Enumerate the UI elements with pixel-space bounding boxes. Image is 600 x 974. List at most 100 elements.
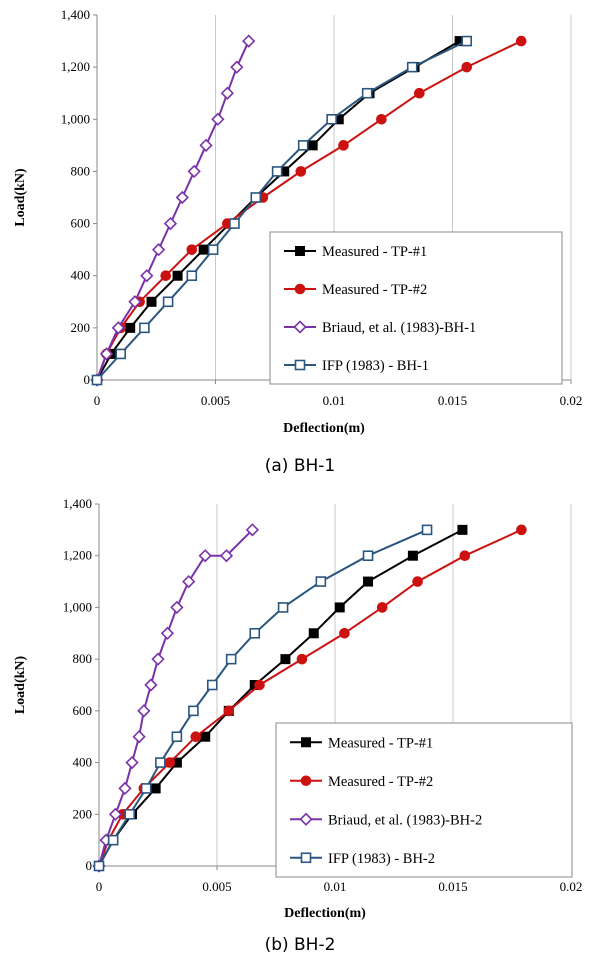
figure-caption: (b) BH-2 bbox=[265, 935, 336, 955]
x-tick-label: 0 bbox=[94, 393, 101, 408]
data-point bbox=[457, 524, 468, 535]
data-point bbox=[125, 755, 139, 770]
data-point bbox=[175, 190, 189, 205]
legend-marker bbox=[301, 737, 311, 748]
data-point bbox=[146, 296, 157, 307]
data-point bbox=[108, 807, 123, 821]
legend-label: Measured - TP-#1 bbox=[328, 735, 433, 751]
data-point bbox=[137, 704, 151, 718]
data-point bbox=[277, 602, 289, 613]
data-point bbox=[326, 113, 337, 125]
data-point bbox=[414, 87, 425, 99]
data-point bbox=[188, 705, 199, 717]
x-axis-title: Deflection(m) bbox=[283, 421, 365, 436]
y-tick-label: 1,000 bbox=[63, 599, 92, 614]
data-point bbox=[107, 834, 119, 846]
data-point bbox=[200, 731, 211, 742]
data-point bbox=[296, 653, 308, 665]
legend-marker bbox=[300, 852, 312, 864]
data-point bbox=[132, 730, 146, 744]
series-3 bbox=[90, 34, 256, 387]
y-tick-label: 1,400 bbox=[61, 7, 90, 22]
x-axis-title: Deflection(m) bbox=[284, 906, 366, 921]
data-point bbox=[144, 678, 158, 692]
x-tick-label: 0 bbox=[96, 879, 103, 894]
data-point bbox=[164, 757, 176, 768]
data-point bbox=[186, 270, 198, 282]
data-point bbox=[334, 602, 345, 613]
data-point bbox=[170, 600, 184, 615]
data-point bbox=[225, 653, 237, 665]
data-point bbox=[421, 524, 433, 536]
x-tick-label: 0.01 bbox=[324, 879, 347, 894]
data-point bbox=[459, 550, 471, 562]
data-point bbox=[160, 270, 172, 282]
x-tick-label: 0.005 bbox=[202, 879, 231, 894]
chart-bh2: 0 200 400 600 800 1,000 1,200 1,400 0 0.005 0.01 0.… bbox=[13, 496, 582, 955]
data-point bbox=[363, 576, 374, 587]
data-point bbox=[223, 705, 235, 717]
data-point bbox=[315, 576, 327, 587]
legend-marker bbox=[294, 359, 306, 371]
legend-marker bbox=[295, 246, 305, 256]
data-point bbox=[140, 783, 152, 794]
y-tick-label: 200 bbox=[73, 806, 93, 821]
data-point bbox=[249, 627, 261, 639]
data-point bbox=[412, 576, 423, 587]
legend: Measured - TP-#1 Measured - TP-#2 Briaud, … bbox=[275, 722, 573, 878]
data-point bbox=[219, 549, 234, 563]
legend-label: Measured - TP-#1 bbox=[322, 244, 427, 260]
data-point bbox=[187, 164, 201, 179]
legend-box bbox=[275, 722, 573, 878]
y-tick-label: 1,200 bbox=[63, 548, 92, 563]
y-tick-label: 1,000 bbox=[61, 111, 90, 126]
data-point bbox=[199, 138, 213, 152]
legend-marker bbox=[300, 775, 312, 787]
y-tick-label: 600 bbox=[71, 216, 91, 231]
y-tick-label: 400 bbox=[71, 268, 91, 283]
legend-label: Measured - TP-#2 bbox=[328, 774, 433, 790]
data-point bbox=[150, 783, 161, 794]
data-point bbox=[172, 270, 183, 281]
data-point bbox=[271, 166, 283, 177]
data-point bbox=[461, 61, 473, 73]
legend-marker bbox=[293, 320, 307, 334]
chart-bh1: 0 200 400 600 800 1,000 1,200 1,400 0 0.005 0.01 0.… bbox=[13, 7, 583, 476]
data-point bbox=[515, 35, 527, 47]
data-point bbox=[206, 679, 218, 691]
data-point bbox=[128, 295, 142, 309]
data-point bbox=[376, 602, 388, 613]
y-axis-title: Load(kN) bbox=[13, 655, 28, 714]
data-point bbox=[406, 61, 418, 73]
data-point bbox=[198, 244, 209, 255]
y-tick-label: 1,200 bbox=[61, 59, 90, 74]
x-tick-label: 0.015 bbox=[438, 879, 467, 894]
y-axis-title: Load(kN) bbox=[13, 168, 28, 227]
data-point bbox=[254, 679, 265, 691]
x-tick-label: 0.02 bbox=[560, 393, 583, 408]
y-tick-label: 800 bbox=[71, 163, 91, 178]
data-point bbox=[115, 348, 126, 360]
series-4 bbox=[91, 35, 473, 386]
data-point bbox=[186, 244, 198, 255]
legend-label: IFP (1983) - BH-1 bbox=[322, 358, 429, 374]
legend-box bbox=[269, 231, 563, 385]
data-point bbox=[171, 731, 183, 743]
data-point bbox=[198, 549, 212, 563]
data-point bbox=[242, 34, 256, 48]
legend: Measured - TP-#1 Measured - TP-#2 Briaud, … bbox=[269, 231, 563, 385]
y-tick-label: 400 bbox=[73, 755, 93, 770]
y-tick-label: 200 bbox=[71, 320, 91, 335]
data-point bbox=[190, 731, 202, 743]
data-point bbox=[339, 627, 350, 639]
y-tick-label: 600 bbox=[73, 703, 93, 718]
data-point bbox=[162, 296, 174, 308]
data-point bbox=[207, 244, 219, 255]
data-point bbox=[118, 781, 132, 796]
data-point bbox=[99, 347, 114, 361]
data-point bbox=[229, 218, 240, 229]
series-4 bbox=[93, 524, 433, 872]
data-point bbox=[91, 374, 103, 386]
legend-label: Measured - TP-#2 bbox=[322, 282, 427, 298]
data-point bbox=[461, 35, 473, 47]
